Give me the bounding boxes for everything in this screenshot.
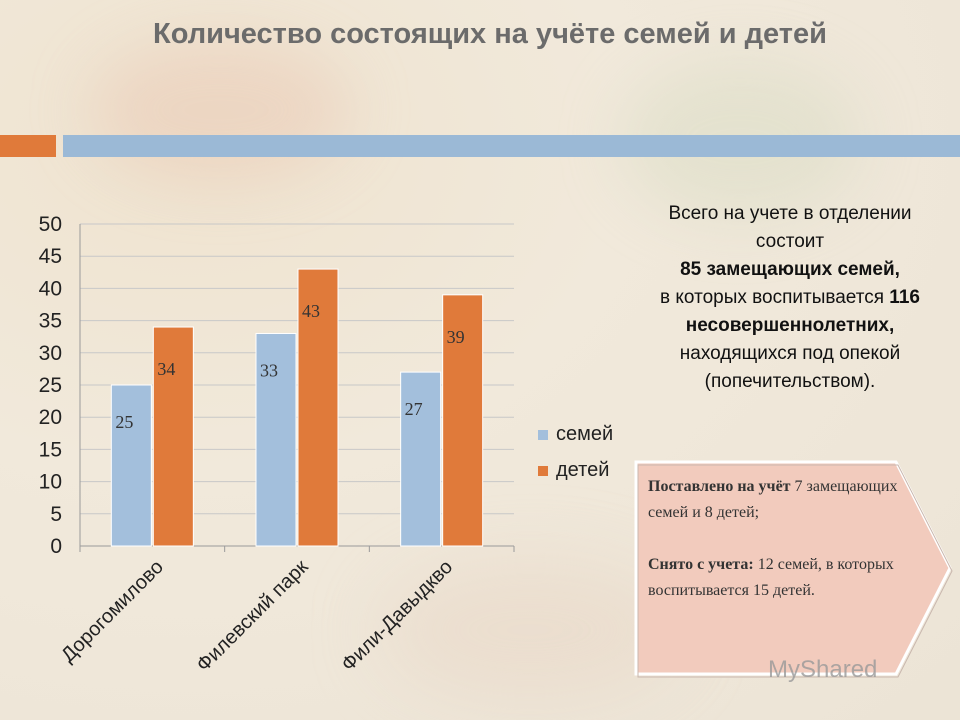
legend-label: семей bbox=[556, 423, 613, 445]
bar-семей bbox=[255, 332, 297, 547]
y-tick-label: 10 bbox=[39, 471, 62, 494]
legend-swatch bbox=[538, 466, 548, 476]
removed-label: Снято с учета: bbox=[648, 556, 754, 573]
y-tick-label: 0 bbox=[50, 535, 62, 558]
accent-bar-orange bbox=[0, 135, 56, 157]
y-tick-label: 25 bbox=[39, 374, 62, 397]
summary-line2: в которых воспитывается bbox=[660, 287, 885, 308]
summary-children: 116 несовершеннолетних, bbox=[685, 287, 920, 336]
callout-arrow-shape bbox=[634, 460, 953, 678]
callout-text: Поставлено на учёт 7 замещающих семей и … bbox=[648, 474, 898, 604]
data-label: 39 bbox=[447, 327, 465, 347]
bar-детей bbox=[297, 268, 339, 547]
data-label: 25 bbox=[115, 412, 133, 432]
y-tick-label: 5 bbox=[50, 503, 62, 526]
y-tick-label: 30 bbox=[39, 342, 62, 365]
bar-семей bbox=[400, 371, 442, 547]
accent-bar-blue bbox=[63, 135, 960, 157]
registered-text: 7 замещающих семей и 8 детей; bbox=[648, 478, 898, 521]
data-label: 43 bbox=[302, 301, 320, 321]
bar-детей bbox=[442, 294, 484, 547]
x-tick-label: Фили-Давыдкво bbox=[337, 556, 457, 676]
x-tick-label: Дорогомилово bbox=[57, 556, 168, 667]
bar-семей bbox=[110, 384, 152, 547]
y-tick-label: 20 bbox=[39, 406, 62, 429]
data-label: 34 bbox=[157, 359, 175, 379]
x-tick-label: Филевский парк bbox=[192, 556, 312, 676]
legend-label: детей bbox=[556, 459, 609, 481]
bar-детей bbox=[152, 326, 194, 547]
registered-label: Поставлено на учёт bbox=[648, 478, 791, 495]
legend-swatch bbox=[538, 430, 548, 440]
summary-line4: (попечительством). bbox=[704, 371, 876, 392]
data-label: 27 bbox=[405, 399, 423, 419]
y-tick-label: 15 bbox=[39, 438, 62, 461]
y-tick-label: 40 bbox=[39, 277, 62, 300]
y-tick-label: 35 bbox=[39, 310, 62, 333]
y-tick-label: 45 bbox=[39, 245, 62, 268]
slide-title: Количество состоящих на учёте семей и де… bbox=[153, 18, 827, 50]
summary-line1: Всего на учете в отделении состоит bbox=[668, 203, 912, 252]
summary-text: Всего на учете в отделении состоит 85 за… bbox=[640, 200, 940, 396]
summary-line3: находящихся под опекой bbox=[679, 343, 901, 364]
summary-families: 85 замещающих семей, bbox=[680, 259, 900, 280]
removed-text: 12 семей, в которых воспитывается 15 дет… bbox=[648, 556, 894, 599]
bar-chart: 0 5 10 15 20 25 30 35 40 45 50 25 34 Дорогомилово 33 43… bbox=[39, 213, 614, 676]
watermark-text: MyShared bbox=[768, 656, 878, 683]
y-tick-label: 50 bbox=[39, 213, 62, 236]
data-label: 33 bbox=[260, 360, 278, 380]
